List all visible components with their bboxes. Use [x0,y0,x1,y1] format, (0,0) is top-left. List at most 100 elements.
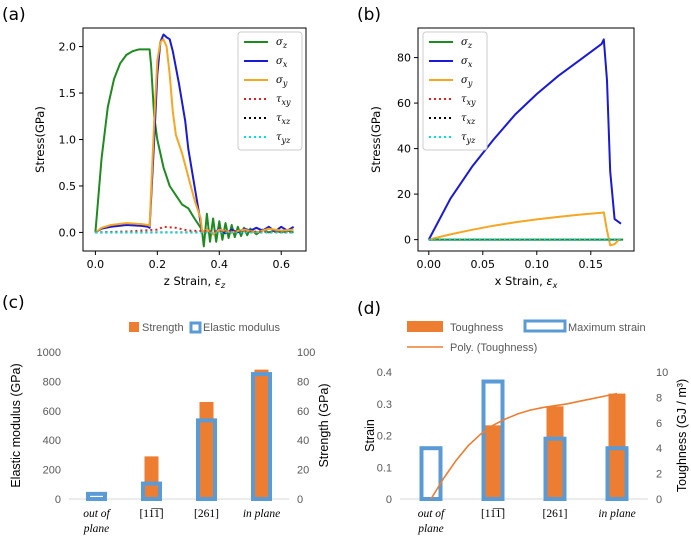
legend-label-xz-symbol: τ [461,113,467,124]
category-label: plane [417,523,444,535]
y-left-tick-label: 0.4 [377,367,392,379]
legend-label-xy-symbol: τ [461,94,467,105]
y-right-tick-label: 20 [297,465,309,477]
legend-label-z-subscript: z [467,41,473,50]
legend-label-yz-symbol: τ [276,132,282,143]
bar-toughness [546,406,564,499]
y-right-tick-label: 4 [656,443,662,455]
y-right-tick-label: 6 [656,418,662,430]
x-axis-label-symbol: ε [215,274,221,288]
category-label: [11̅1̅] [481,507,505,520]
legend-label-trendline: Poly. (Toughness) [450,342,537,354]
series-line-xy [95,225,294,234]
x-tick-label: 0.15 [579,258,604,271]
legend-label-xz: τxz [276,113,291,126]
legend-label-maximum-strain: Maximum strain [568,322,646,334]
plot-frame [417,27,635,252]
legend-swatch-strength [129,322,139,332]
y-right-tick-label: 2 [656,469,662,481]
y-right-tick-label: 0 [297,494,303,506]
legend-label-xz-subscript: xz [282,117,292,126]
y-tick-label: 0.0 [59,226,77,239]
legend-label-y-symbol: σ [276,75,284,86]
panel-label-c: (c) [2,293,25,313]
legend-swatch-elastic-modulus [189,321,202,334]
legend-label-xy-subscript: xy [467,98,477,107]
chart-c: 0 200 400 600 800 1000 0 20 40 60 80 100 out of plane… [9,321,331,535]
legend-box [422,31,488,151]
x-axis-label: z Strain, εz [164,274,226,290]
legend-label-y-subscript: y [467,79,473,88]
category-label: [261] [194,508,219,520]
x-tick-label: 0.2 [149,258,167,271]
x-tick-label: 0.0 [87,258,105,271]
legend-label-z: σz [276,37,288,50]
legend-label-xz-symbol: τ [276,113,282,124]
y-axis-label: Stress(GPa) [33,106,47,173]
legend-label-x: σx [461,56,473,69]
x-tick-label: 0.10 [525,258,550,271]
panel-label-d: (d) [357,299,381,319]
y-tick-label: 1.0 [59,134,77,147]
bar-maximum-strain [481,379,505,501]
y-tick-label: 80 [397,52,411,65]
bar-maximum-strain [543,436,567,501]
series-line-y [94,38,294,236]
bar-elastic-modulus [251,372,272,501]
legend-label-yz-subscript: yz [466,136,477,145]
legend-label-xy-symbol: τ [276,94,282,105]
y-right-tick-label: 100 [297,347,315,359]
y-left-tick-label: 600 [43,406,61,418]
series-line-y [428,211,621,247]
y-right-tick-label: 60 [297,406,309,418]
legend-label-yz: τyz [276,132,291,145]
legend-label-y: σy [276,75,288,88]
y-left-tick-label: 400 [43,435,61,447]
bar-elastic-modulus [86,491,107,502]
legend-label-x: σx [276,56,288,69]
y-right-tick-label: 0 [656,494,662,506]
y-tick-label: 0.5 [59,180,77,193]
legend-box [237,31,303,151]
x-tick-label: 0.4 [211,258,229,271]
legend: Strength Elastic modulus [129,321,281,334]
legend-label-y-subscript: y [282,79,288,88]
legend-label-x-symbol: σ [461,56,469,67]
y-tick-label: 20 [397,188,411,201]
panel-label-b: (b) [357,5,381,25]
x-axis-label-text: x Strain, [495,274,547,288]
y-axis-label: Stress(GPa) [369,106,383,173]
panel-label-a: (a) [2,5,26,25]
series-line-x [94,33,295,236]
y-tick-label: 60 [397,97,411,110]
y-left-tick-label: 800 [43,376,61,388]
y-right-tick-label: 40 [297,435,309,447]
legend-label-xy: τxy [276,94,291,107]
x-axis-label-subscript: x [552,281,558,290]
y-left-tick-label: 0 [55,494,61,506]
bar-strength [144,456,159,499]
y-left-tick-label: 1000 [37,347,61,359]
bar-strength [199,401,214,499]
y-left-axis-label: Strain [363,419,377,452]
trendline-poly-toughness [430,392,618,500]
bar-maximum-strain [419,446,443,502]
bar-strength [254,369,269,499]
y-left-tick-label: 200 [43,465,61,477]
legend-label-xz: τxz [461,113,476,126]
y-left-tick-label: 0.1 [377,462,392,474]
legend-label-z-symbol: σ [276,37,284,48]
chart-a: 0.0 0.2 0.4 0.60.00.51.01.52.0z Strain, εzS… [33,27,307,290]
legend: Toughness Maximum strain Poly. (Toughness) [407,319,646,354]
x-axis-label-text: z Strain, [164,274,215,288]
category-label: plane [83,523,110,535]
legend-label-z: σz [461,37,473,50]
y-right-axis-label: Toughness (GJ / m³) [675,379,689,492]
y-right-axis-label: Strength (GPa) [317,383,331,467]
y-tick-label: 40 [397,143,411,156]
y-tick-label: 0 [404,234,411,247]
category-label: in plane [243,508,280,520]
